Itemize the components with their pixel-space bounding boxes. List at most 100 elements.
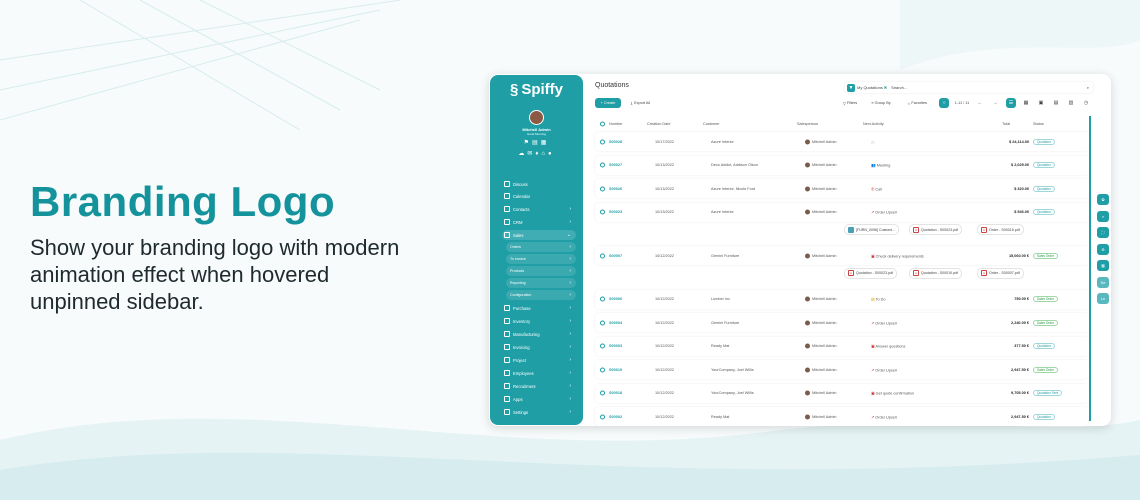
attachment-chip[interactable]: A Quotation - S00010.pdf: [909, 267, 963, 279]
sidebar-item-crm[interactable]: CRM ›: [502, 217, 576, 227]
systray-icons[interactable]: ☁✉♦⌂●: [518, 151, 555, 157]
search-icon[interactable]: ⌕: [1086, 85, 1089, 90]
next-activity[interactable]: ✆ Call: [871, 187, 882, 191]
sidebar-item-calendar[interactable]: Calendar: [502, 191, 576, 201]
row-checkbox[interactable]: [600, 186, 605, 191]
table-row[interactable]: S00027 10/13/2022 Deco Addict, Addison Ols…: [595, 155, 1089, 175]
row-checkbox[interactable]: [600, 320, 605, 325]
table-row[interactable]: S00026 10/13/2022 Azure Interior, Nicole F…: [595, 179, 1089, 198]
list-view-icon[interactable]: ☰: [1006, 98, 1016, 108]
next-activity[interactable]: ↗ Order Upsell: [871, 321, 897, 325]
sidebar-item-invoicing[interactable]: Invoicing ›: [502, 342, 576, 352]
logo-mark-icon: §: [510, 81, 519, 98]
facet-my-quotations[interactable]: My Quotations: [857, 85, 883, 90]
next-activity[interactable]: ◷: [871, 139, 874, 144]
avatar[interactable]: [529, 110, 544, 125]
attachment-chip[interactable]: A Quotation - S00023.pdf: [909, 224, 963, 235]
row-checkbox[interactable]: [600, 414, 605, 419]
graph-view-icon[interactable]: ▥: [1068, 100, 1074, 106]
attachment-chip[interactable]: A Order - S00015.pdf: [977, 224, 1024, 235]
scrollbar[interactable]: [1089, 116, 1091, 421]
export-all-button[interactable]: ⇩ Export All: [624, 98, 656, 108]
table-row[interactable]: S00003 10/12/2022 Ready Mat Mitchell Admin ▣…: [595, 336, 1089, 356]
pager-next-icon[interactable]: →: [992, 100, 998, 106]
group-by-button[interactable]: ≡ Group By: [867, 98, 895, 108]
sidebar-subitem-orders[interactable]: Orders ›: [506, 242, 576, 252]
quick-icons[interactable]: ⚑▤▦: [523, 140, 550, 146]
column-header-status[interactable]: Status: [1033, 122, 1044, 126]
quick-app-se[interactable]: Se: [1097, 276, 1109, 288]
favorites-button[interactable]: ☆ Favorites: [901, 98, 933, 108]
expand-icon[interactable]: ⛶: [1097, 227, 1109, 238]
sidebar-item-recruitment[interactable]: Recruitment ›: [502, 381, 576, 391]
sidebar-item-manufacturing[interactable]: Manufacturing ›: [502, 329, 576, 339]
row-checkbox[interactable]: [600, 162, 605, 168]
next-activity[interactable]: ↗ Order Upsell: [871, 368, 897, 372]
row-checkbox[interactable]: [600, 139, 605, 144]
remove-facet-icon[interactable]: ✖: [883, 85, 888, 90]
row-checkbox[interactable]: [600, 253, 605, 258]
column-header-salesperson[interactable]: Salesperson: [797, 122, 819, 126]
sidebar-subitem-configuration[interactable]: Configuration ›: [506, 290, 576, 300]
filters-button[interactable]: ▽ Filters: [839, 98, 861, 108]
activity-view-icon[interactable]: ◷: [1083, 100, 1089, 106]
total: $ 2,025.00: [1011, 163, 1029, 167]
sidebar-item-sales[interactable]: Sales ⌄: [502, 230, 576, 240]
sidebar-item-apps[interactable]: Apps ›: [502, 394, 576, 404]
table-row[interactable]: S00018 10/12/2022 YourCompany, Joel Willis…: [595, 383, 1089, 403]
calculator-icon[interactable]: ▦: [1097, 260, 1109, 271]
search-bar[interactable]: ▼ My Quotations ✖ Search... ⌕: [845, 82, 1093, 93]
column-header-total[interactable]: Total: [1002, 122, 1011, 126]
column-header-creation-date[interactable]: Creation Date: [647, 122, 671, 126]
table-row[interactable]: S00004 10/12/2022 Gemini Furniture Mitchell…: [595, 313, 1089, 332]
table-row[interactable]: S00023 10/13/2022 Azure Interior Mitchell A…: [595, 202, 1089, 222]
sidebar-item-settings[interactable]: Settings ›: [502, 407, 576, 417]
attachment-chip[interactable]: A Order - S00007.pdf: [977, 267, 1024, 279]
sidebar-item-project[interactable]: Project ›: [502, 355, 576, 365]
table-row[interactable]: S00006 10/12/2022 Lumber Inc Mitchell Admin…: [595, 289, 1089, 309]
star-icon[interactable]: ✿: [1097, 194, 1109, 205]
pager-prev-icon[interactable]: ←: [977, 100, 983, 106]
table-row[interactable]: S00002 10/12/2022 Ready Mat Mitchell Admin ↗…: [595, 407, 1089, 426]
column-header-number[interactable]: Number: [609, 122, 623, 126]
next-activity[interactable]: 👥 Meeting: [871, 163, 891, 168]
row-checkbox[interactable]: [600, 209, 605, 215]
table-row[interactable]: S00007 10/12/2022 Gemini Furniture Mitchell…: [595, 246, 1089, 265]
kanban-view-icon[interactable]: ▦: [1023, 100, 1029, 106]
next-activity[interactable]: ▤ To Do: [871, 297, 886, 302]
next-activity[interactable]: ▣ Get quote confirmation: [871, 391, 915, 396]
brand-logo[interactable]: § Spiffy: [510, 81, 564, 98]
sidebar-item-inventory[interactable]: Inventory ›: [502, 316, 576, 326]
pivot-view-icon[interactable]: ▤: [1053, 100, 1059, 106]
sidebar-item-purchase[interactable]: Purchase ›: [502, 303, 576, 313]
sidebar-subitem-products[interactable]: Products ›: [506, 266, 576, 276]
attachment-chip[interactable]: A Quotation - S00023.pdf: [844, 267, 898, 279]
sidebar-subitem-to-invoice[interactable]: To invoice ›: [506, 254, 576, 264]
next-activity[interactable]: ▣ Check delivery requirements: [871, 254, 924, 258]
column-header-customer[interactable]: Customer: [703, 122, 720, 126]
refresh-button[interactable]: ○: [939, 98, 949, 108]
create-button[interactable]: + Create: [595, 98, 621, 108]
sidebar-item-discuss[interactable]: Discuss: [502, 179, 576, 189]
next-activity[interactable]: ↗ Order Upsell: [871, 210, 897, 215]
sidebar-item-employees[interactable]: Employees ›: [502, 368, 576, 378]
row-checkbox[interactable]: [600, 296, 605, 302]
zoom-icon[interactable]: ⊕: [1097, 243, 1109, 255]
next-activity[interactable]: ▣ Answer questions: [871, 344, 906, 349]
select-all-checkbox[interactable]: [600, 121, 605, 127]
next-activity[interactable]: ↗ Order Upsell: [871, 415, 897, 419]
attachment-chip[interactable]: [FURN_0096] Customi...: [844, 224, 900, 235]
column-header-next-activity[interactable]: Next Activity: [863, 122, 884, 126]
sidebar-subitem-reporting[interactable]: Reporting ›: [506, 278, 576, 288]
search-icon[interactable]: ⌕: [1097, 210, 1109, 222]
quick-app-le[interactable]: Le: [1097, 293, 1109, 304]
table-row[interactable]: S00028 10/17/2022 Azure Interior Mitchell A…: [595, 132, 1089, 151]
search-input[interactable]: Search...: [891, 85, 908, 90]
row-checkbox[interactable]: [600, 343, 605, 349]
pager[interactable]: 1-11 / 11: [954, 101, 970, 105]
calendar-view-icon[interactable]: ▣: [1038, 100, 1044, 106]
sidebar-item-contacts[interactable]: Contacts ›: [502, 204, 576, 214]
row-checkbox[interactable]: [600, 390, 605, 396]
row-checkbox[interactable]: [600, 367, 605, 372]
table-row[interactable]: S00019 10/12/2022 YourCompany, Joel Willis…: [595, 360, 1089, 379]
